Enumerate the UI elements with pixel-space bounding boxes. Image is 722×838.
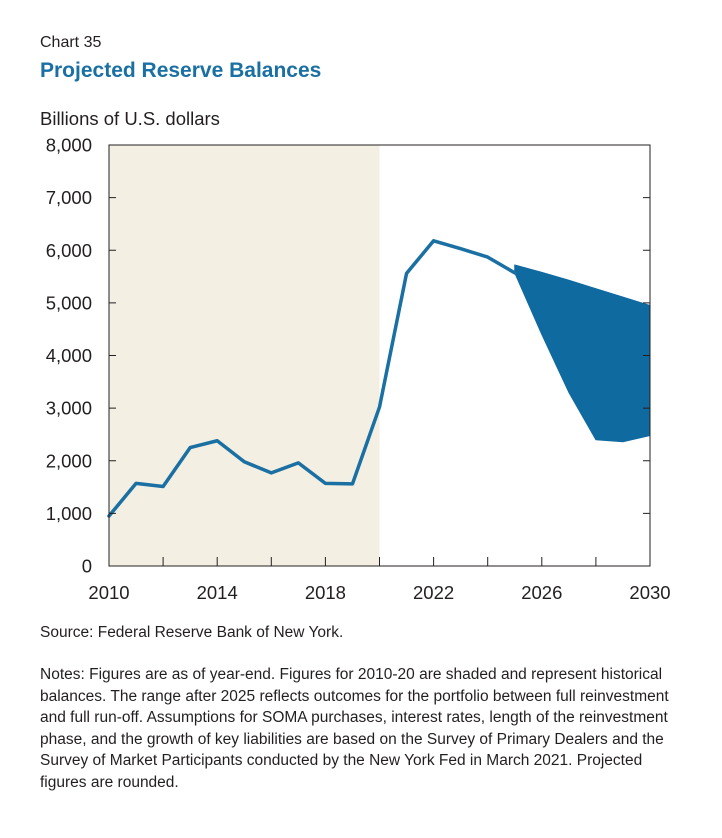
source-note: Source: Federal Reserve Bank of New York… [40, 624, 344, 641]
x-tick-label: 2014 [197, 582, 238, 603]
chart-number: Chart 35 [40, 34, 102, 51]
x-tick-label: 2010 [88, 582, 129, 603]
y-tick-label: 5,000 [46, 292, 92, 313]
x-tick-label: 2022 [413, 582, 454, 603]
notes-text: Notes: Figures are as of year-end. Figur… [40, 666, 669, 791]
x-tick-label: 2030 [629, 582, 670, 603]
reserve-balance-line [107, 239, 517, 518]
historical-shading [109, 145, 380, 566]
x-tick-label: 2018 [305, 582, 346, 603]
y-tick-label: 8,000 [46, 135, 92, 156]
y-tick-label: 4,000 [46, 345, 92, 366]
y-tick-label: 2,000 [46, 450, 92, 471]
x-tick-label: 2026 [521, 582, 562, 603]
y-tick-label: 3,000 [46, 398, 92, 419]
projection-range-band [514, 264, 651, 443]
y-tick-label: 7,000 [46, 187, 92, 208]
y-tick-label: 6,000 [46, 240, 92, 261]
chart-title: Projected Reserve Balances [40, 59, 322, 82]
y-tick-label: 0 [82, 556, 92, 577]
y-axis-unit-label: Billions of U.S. dollars [40, 108, 220, 129]
y-tick-label: 1,000 [46, 503, 92, 524]
reserve-balances-chart: 0 1,000 2,000 3,000 4,000 5,000 6,000 7,000 8,00… [46, 135, 671, 604]
